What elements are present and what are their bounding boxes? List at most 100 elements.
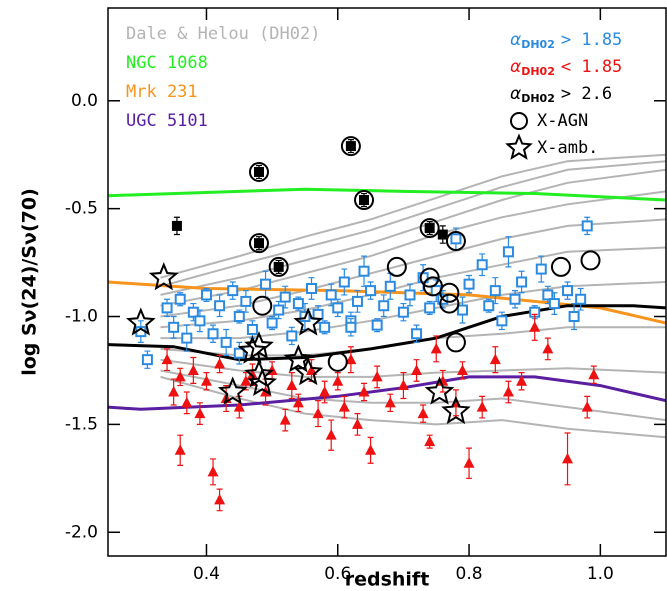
point xyxy=(340,136,361,157)
y-axis-label: log Sν(24)/Sν(70) xyxy=(19,188,41,376)
point xyxy=(535,263,547,275)
point xyxy=(187,364,199,375)
point xyxy=(273,304,285,316)
point xyxy=(214,300,226,312)
legend-entry: X-amb. xyxy=(537,138,598,158)
point xyxy=(384,396,396,408)
point xyxy=(227,285,239,297)
point xyxy=(279,291,291,303)
point xyxy=(489,353,501,365)
point xyxy=(417,407,429,419)
point xyxy=(200,289,212,301)
point xyxy=(345,321,357,333)
point xyxy=(463,457,475,468)
legend-entry: Mrk 231 xyxy=(126,82,198,102)
point xyxy=(286,330,298,342)
y-tick-label: 0.0 xyxy=(71,91,98,111)
point xyxy=(516,375,528,386)
point xyxy=(489,285,501,297)
legend-entry: αDH02 > 2.6 xyxy=(510,84,612,105)
legend-symbol xyxy=(510,112,528,130)
point xyxy=(181,332,193,344)
point xyxy=(445,231,466,252)
point xyxy=(542,342,554,354)
point xyxy=(529,321,541,332)
point xyxy=(214,493,226,505)
point xyxy=(562,452,574,464)
legend-subscript: DH02 xyxy=(521,92,555,105)
point xyxy=(562,285,574,297)
point xyxy=(253,238,264,249)
point xyxy=(168,321,180,333)
y-tick-label: -1.0 xyxy=(65,307,98,327)
x-axis-label: redshift xyxy=(345,569,430,591)
point xyxy=(411,364,423,375)
point xyxy=(293,307,324,336)
y-tick-label: -0.5 xyxy=(65,199,98,219)
point xyxy=(279,414,291,425)
point xyxy=(141,354,153,366)
point xyxy=(345,353,357,365)
point xyxy=(338,401,350,412)
point xyxy=(174,444,186,455)
point xyxy=(246,368,258,380)
point xyxy=(181,396,193,408)
point xyxy=(502,246,514,258)
point xyxy=(187,306,199,318)
series-line xyxy=(160,246,666,329)
point xyxy=(424,223,435,234)
legend-subscript: DH02 xyxy=(521,38,555,51)
point xyxy=(568,311,580,323)
point xyxy=(424,376,455,405)
point xyxy=(292,396,304,408)
point xyxy=(450,233,462,245)
point xyxy=(378,300,390,312)
point xyxy=(397,379,409,391)
point xyxy=(306,364,318,375)
point xyxy=(345,141,356,152)
point xyxy=(161,353,173,365)
x-tick-label: 0.6 xyxy=(324,564,351,584)
point xyxy=(456,304,468,316)
point xyxy=(248,161,269,182)
point xyxy=(542,289,554,301)
point xyxy=(233,347,245,359)
legend-symbol xyxy=(505,133,533,160)
point xyxy=(319,321,331,333)
point xyxy=(509,293,521,305)
point xyxy=(424,302,436,314)
point xyxy=(404,289,416,301)
point xyxy=(174,370,186,382)
point xyxy=(548,298,560,310)
point xyxy=(194,407,206,419)
series-line xyxy=(160,168,666,296)
point xyxy=(483,300,495,312)
point xyxy=(327,351,348,372)
point xyxy=(286,379,298,391)
point xyxy=(351,418,363,429)
point xyxy=(207,328,219,340)
legend-alpha: α xyxy=(510,84,521,104)
series-line xyxy=(108,187,666,202)
point xyxy=(496,315,508,327)
point xyxy=(437,375,449,386)
point xyxy=(358,265,370,277)
point xyxy=(424,435,436,447)
point xyxy=(359,195,370,206)
plot-frame xyxy=(107,7,667,557)
point xyxy=(200,375,212,386)
point xyxy=(371,370,383,382)
point xyxy=(351,295,363,307)
point xyxy=(268,256,289,277)
point xyxy=(441,395,471,425)
point xyxy=(283,344,314,373)
legend-entry: UGC 5101 xyxy=(126,111,208,131)
point xyxy=(580,250,601,271)
point xyxy=(437,229,448,240)
point xyxy=(171,220,182,231)
y-tick-label: -2.0 xyxy=(65,522,98,542)
legend-subscript: DH02 xyxy=(521,65,555,78)
point xyxy=(293,356,324,386)
point xyxy=(148,262,179,291)
